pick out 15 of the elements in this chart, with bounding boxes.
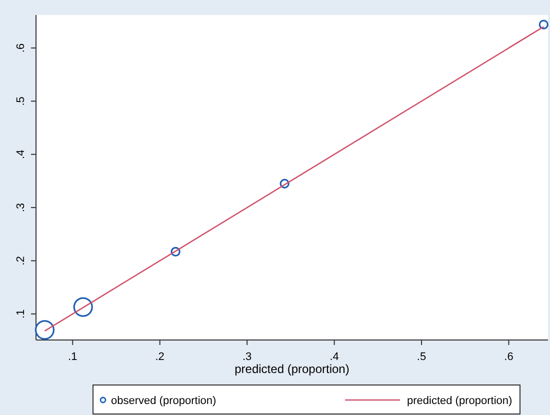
x-tick-label: .5 bbox=[416, 351, 426, 363]
legend-label: observed (proportion) bbox=[111, 395, 216, 407]
y-tick-label: .2 bbox=[15, 256, 27, 266]
y-tick-label: .6 bbox=[15, 43, 27, 53]
x-tick-label: .3 bbox=[242, 351, 252, 363]
y-tick-label: .5 bbox=[15, 96, 27, 106]
x-tick-label: .4 bbox=[330, 351, 339, 363]
y-tick-label: .1 bbox=[15, 309, 27, 319]
y-tick-label: .3 bbox=[15, 202, 27, 212]
legend-label: predicted (proportion) bbox=[407, 395, 512, 407]
y-tick-label: .4 bbox=[15, 150, 27, 159]
x-tick-label: .6 bbox=[504, 351, 514, 363]
x-tick-label: .2 bbox=[155, 351, 164, 363]
x-axis-title: predicted (proportion) bbox=[234, 362, 350, 376]
x-tick-label: .1 bbox=[68, 351, 78, 363]
